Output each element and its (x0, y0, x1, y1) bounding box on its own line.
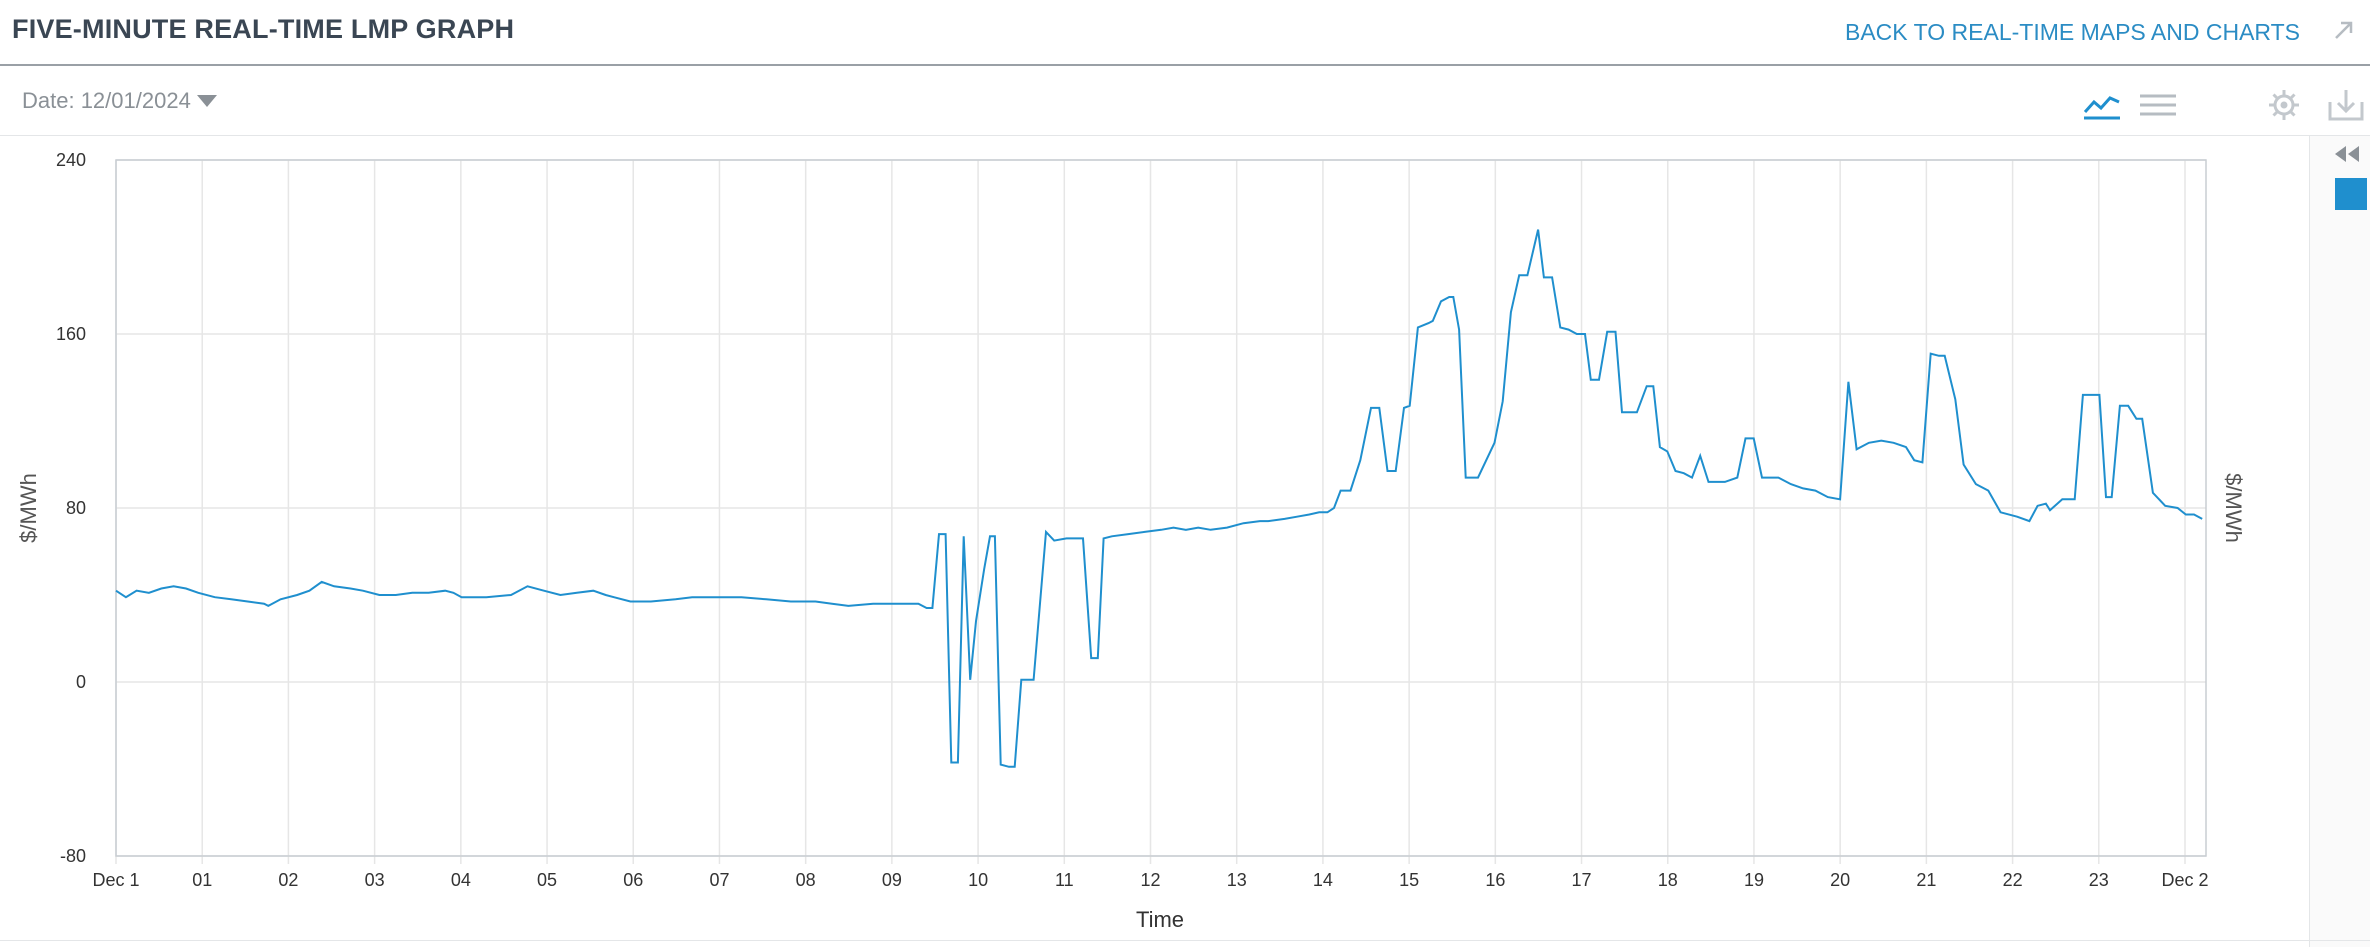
date-label: Date: 12/01/2024 (22, 88, 191, 113)
series-color-swatch[interactable] (2335, 178, 2367, 210)
x-tick-label: 08 (796, 870, 816, 890)
x-tick-label: 18 (1658, 870, 1678, 890)
x-tick-label: 05 (537, 870, 557, 890)
x-tick-label: 04 (451, 870, 471, 890)
date-selector[interactable]: Date: 12/01/2024 (22, 88, 217, 114)
y-axis-title-left: $/MWh (16, 473, 41, 543)
x-tick-label: 09 (882, 870, 902, 890)
table-view-icon[interactable] (2138, 88, 2178, 122)
series-side-panel (2309, 136, 2370, 947)
x-tick-label: 20 (1830, 870, 1850, 890)
x-axis-tick-labels: Dec 1 01 02 03 04 05 06 07 08 09 10 11 12 13 14 15 16 17 1… (92, 870, 2208, 890)
x-tick-label: Dec 1 (92, 870, 139, 890)
lmp-line-chart: 240 160 80 0 -80 Dec 1 01 02 03 04 05 06 07 08 09 10 11… (16, 150, 2246, 932)
x-tick-label: 13 (1227, 870, 1247, 890)
lmp-series-line (115, 229, 2203, 768)
back-to-maps-link[interactable]: BACK TO REAL-TIME MAPS AND CHARTS (1845, 19, 2300, 45)
x-axis-title: Time (1136, 907, 1184, 932)
x-tick-label: 14 (1313, 870, 1333, 890)
y-tick-label: 160 (56, 324, 86, 344)
horizontal-gridlines (116, 159, 2206, 857)
y-tick-label: 0 (76, 672, 86, 692)
x-tick-label: 03 (365, 870, 385, 890)
download-icon[interactable] (2326, 88, 2366, 122)
page-header: FIVE-MINUTE REAL-TIME LMP GRAPH BACK TO … (0, 0, 2370, 66)
page-title: FIVE-MINUTE REAL-TIME LMP GRAPH (12, 14, 515, 44)
x-tick-label: 15 (1399, 870, 1419, 890)
y-tick-label: 80 (66, 498, 86, 518)
x-tick-label: 10 (968, 870, 988, 890)
x-tick-label: 07 (709, 870, 729, 890)
x-tick-label: 21 (1916, 870, 1936, 890)
x-tick-label: 16 (1485, 870, 1505, 890)
x-tick-label: 17 (1572, 870, 1592, 890)
bottom-divider (0, 940, 2370, 941)
x-tick-label: 22 (2003, 870, 2023, 890)
y-axis-tick-labels: 240 160 80 0 -80 (56, 150, 86, 866)
x-tick-label: 23 (2089, 870, 2109, 890)
vertical-gridlines (115, 160, 2186, 864)
x-tick-label: 12 (1140, 870, 1160, 890)
settings-icon[interactable] (2264, 88, 2304, 122)
x-tick-label: 02 (278, 870, 298, 890)
x-tick-label: 06 (623, 870, 643, 890)
y-tick-label: 240 (56, 150, 86, 170)
x-tick-label: 11 (1055, 870, 1074, 890)
arrow-up-right-icon[interactable] (2330, 16, 2358, 44)
x-tick-label: 19 (1744, 870, 1764, 890)
y-tick-label: -80 (60, 846, 86, 866)
line-chart-icon[interactable] (2082, 88, 2122, 122)
y-axis-title-right: $/MWh (2221, 473, 2246, 543)
double-chevron-left-icon[interactable] (2332, 144, 2362, 164)
chart-toolbar: Date: 12/01/2024 (0, 68, 2370, 136)
caret-down-icon (196, 95, 217, 107)
plot-area-border (115, 159, 2207, 857)
x-tick-label: Dec 2 (2161, 870, 2208, 890)
x-tick-label: 01 (192, 870, 212, 890)
